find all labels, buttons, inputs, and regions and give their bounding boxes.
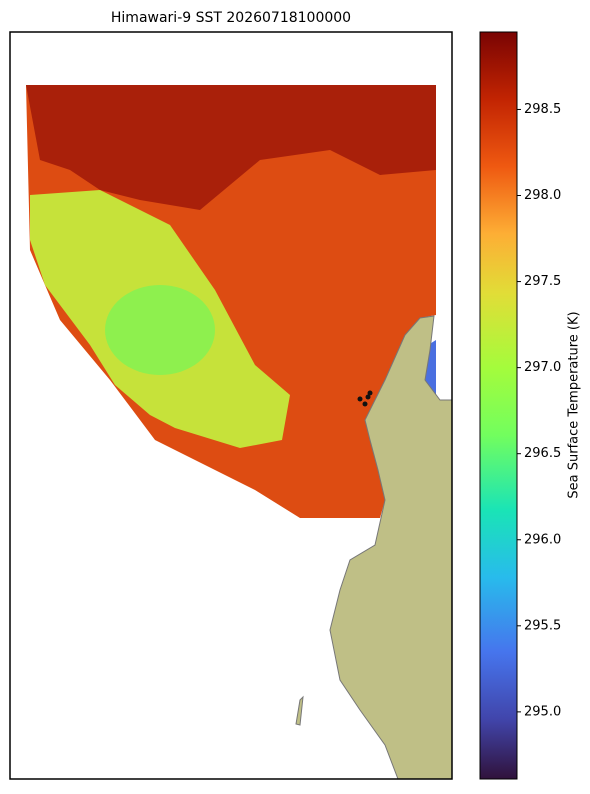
station <box>365 394 371 400</box>
station <box>362 401 368 407</box>
map-area <box>26 85 452 779</box>
colorbar-tick-label: 298.0 <box>524 188 561 203</box>
colorbar-tick-label: 297.5 <box>524 274 561 289</box>
station <box>367 390 373 396</box>
colorbar-tick-label: 296.0 <box>524 532 561 547</box>
colorbar-tick-label: 298.5 <box>524 102 561 117</box>
sst-warm <box>26 85 436 210</box>
colorbar-tick-label: 295.5 <box>524 618 561 633</box>
station <box>357 396 363 402</box>
island <box>295 695 304 726</box>
colorbar <box>479 31 518 780</box>
colorbar-tick-label: 296.5 <box>524 446 561 461</box>
map-title: Himawari-9 SST 20260718100000 <box>111 10 351 26</box>
land <box>329 315 452 779</box>
colorbar-tick-label: 295.0 <box>524 704 561 719</box>
colorbar-tick-label: 297.0 <box>524 360 561 375</box>
colorbar-label: Sea Surface Temperature (K) <box>567 311 582 498</box>
map-frame <box>9 31 453 780</box>
sst-cool-core <box>105 285 215 375</box>
